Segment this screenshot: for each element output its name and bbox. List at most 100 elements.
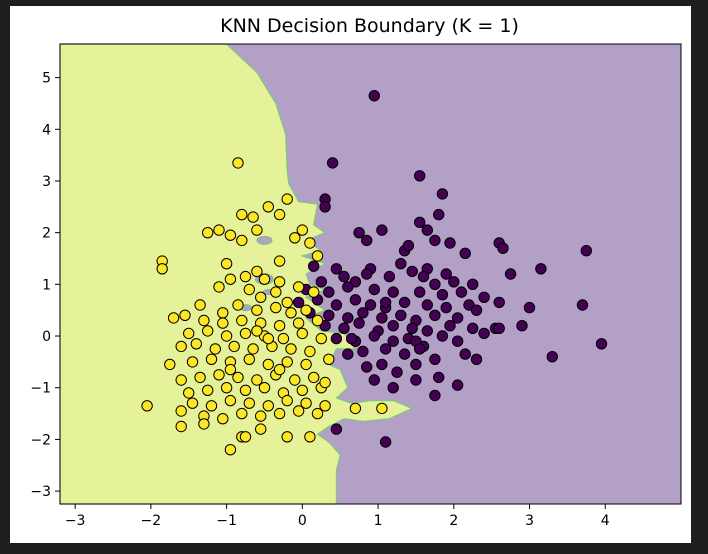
data-point-class-0: [504, 268, 517, 280]
data-point-class-0: [448, 276, 460, 288]
data-point-class-1: [239, 384, 252, 396]
y-tick-label: 3: [42, 174, 51, 190]
data-point-class-0: [376, 312, 388, 324]
data-point-class-1: [186, 356, 199, 368]
data-point-class-1: [236, 407, 248, 420]
data-point-class-1: [209, 343, 222, 355]
data-point-class-1: [224, 363, 237, 376]
data-point-class-0: [368, 330, 380, 342]
data-point-class-0: [338, 322, 350, 334]
data-point-class-1: [270, 286, 282, 298]
data-point-class-0: [330, 299, 343, 311]
data-point-class-0: [580, 245, 592, 257]
data-point-class-1: [232, 157, 244, 169]
data-point-class-0: [440, 268, 452, 280]
data-point-class-1: [273, 276, 286, 288]
data-point-class-1: [273, 320, 286, 332]
decision-region-island: [256, 235, 273, 246]
data-point-class-1: [273, 208, 286, 221]
data-point-class-1: [285, 307, 297, 319]
data-point-class-1: [273, 363, 286, 376]
data-point-class-1: [304, 431, 316, 443]
data-point-class-1: [251, 265, 263, 278]
data-point-class-1: [232, 371, 244, 384]
data-point-class-1: [273, 407, 286, 420]
data-point-class-1: [262, 201, 274, 213]
data-point-class-1: [251, 304, 263, 316]
data-point-class-0: [406, 322, 418, 334]
data-point-class-0: [342, 281, 354, 293]
data-point-class-0: [330, 423, 343, 435]
data-point-class-0: [429, 234, 441, 247]
data-point-class-1: [262, 332, 274, 345]
data-point-class-1: [300, 397, 312, 409]
data-point-class-0: [361, 268, 373, 280]
data-point-class-0: [342, 348, 354, 360]
data-point-class-1: [376, 402, 388, 415]
data-point-class-1: [243, 283, 256, 296]
data-point-class-1: [304, 237, 316, 249]
y-tick-label: 4: [42, 122, 51, 138]
data-point-class-0: [326, 157, 339, 169]
data-point-class-1: [319, 376, 331, 389]
data-point-class-0: [357, 307, 369, 319]
data-point-class-0: [395, 309, 407, 321]
data-point-class-1: [289, 232, 301, 244]
data-point-class-1: [319, 400, 331, 412]
data-point-class-0: [414, 343, 426, 355]
data-point-class-1: [205, 353, 218, 365]
data-point-class-1: [243, 397, 256, 409]
data-point-class-1: [292, 405, 305, 417]
points-layer: [141, 90, 608, 456]
data-point-class-1: [285, 343, 297, 355]
data-point-class-1: [304, 345, 316, 358]
x-tick-label: 3: [525, 513, 534, 529]
data-point-class-0: [383, 270, 396, 283]
data-point-class-0: [387, 335, 399, 347]
data-point-class-0: [323, 286, 335, 298]
data-point-class-1: [205, 400, 218, 412]
data-point-class-0: [429, 278, 441, 290]
data-point-class-1: [308, 286, 320, 298]
data-point-class-1: [281, 193, 293, 205]
data-point-class-1: [255, 423, 267, 435]
data-point-class-1: [220, 382, 233, 394]
data-point-class-1: [247, 343, 259, 355]
data-point-class-1: [315, 332, 327, 345]
data-point-class-1: [183, 387, 195, 399]
data-point-class-1: [202, 227, 214, 239]
data-point-class-0: [440, 301, 452, 314]
data-point-class-1: [311, 407, 324, 420]
data-point-class-0: [459, 348, 471, 360]
data-point-class-0: [349, 294, 362, 306]
data-point-class-0: [387, 286, 399, 298]
data-point-class-1: [281, 296, 293, 309]
data-point-class-1: [243, 353, 256, 365]
y-tick-label: −3: [30, 484, 51, 500]
y-tick-label: 1: [42, 277, 51, 293]
data-point-class-0: [398, 348, 411, 360]
y-tick-label: 2: [42, 226, 51, 242]
data-point-class-0: [345, 332, 358, 345]
data-point-class-0: [398, 296, 411, 309]
data-point-class-0: [379, 296, 392, 309]
data-point-class-1: [300, 358, 312, 371]
x-tick-label: 4: [601, 513, 610, 529]
data-point-class-1: [258, 382, 271, 394]
knn-scatter-chart: KNN Decision Boundary (K = 1) −3 −2 −1 0 1 2 3…: [30, 15, 682, 529]
data-point-class-1: [179, 309, 191, 321]
data-point-class-0: [379, 343, 392, 355]
data-point-class-1: [262, 400, 274, 412]
data-point-class-0: [433, 208, 445, 221]
data-point-class-0: [478, 291, 490, 303]
data-point-class-0: [497, 242, 509, 254]
data-point-class-1: [175, 405, 187, 417]
data-point-class-0: [444, 320, 456, 332]
data-point-class-1: [220, 258, 233, 270]
data-point-class-1: [175, 340, 187, 353]
data-point-class-1: [239, 270, 252, 283]
data-point-class-1: [175, 420, 187, 433]
data-point-class-0: [353, 227, 365, 239]
data-point-class-0: [315, 276, 327, 288]
data-point-class-0: [429, 389, 441, 402]
